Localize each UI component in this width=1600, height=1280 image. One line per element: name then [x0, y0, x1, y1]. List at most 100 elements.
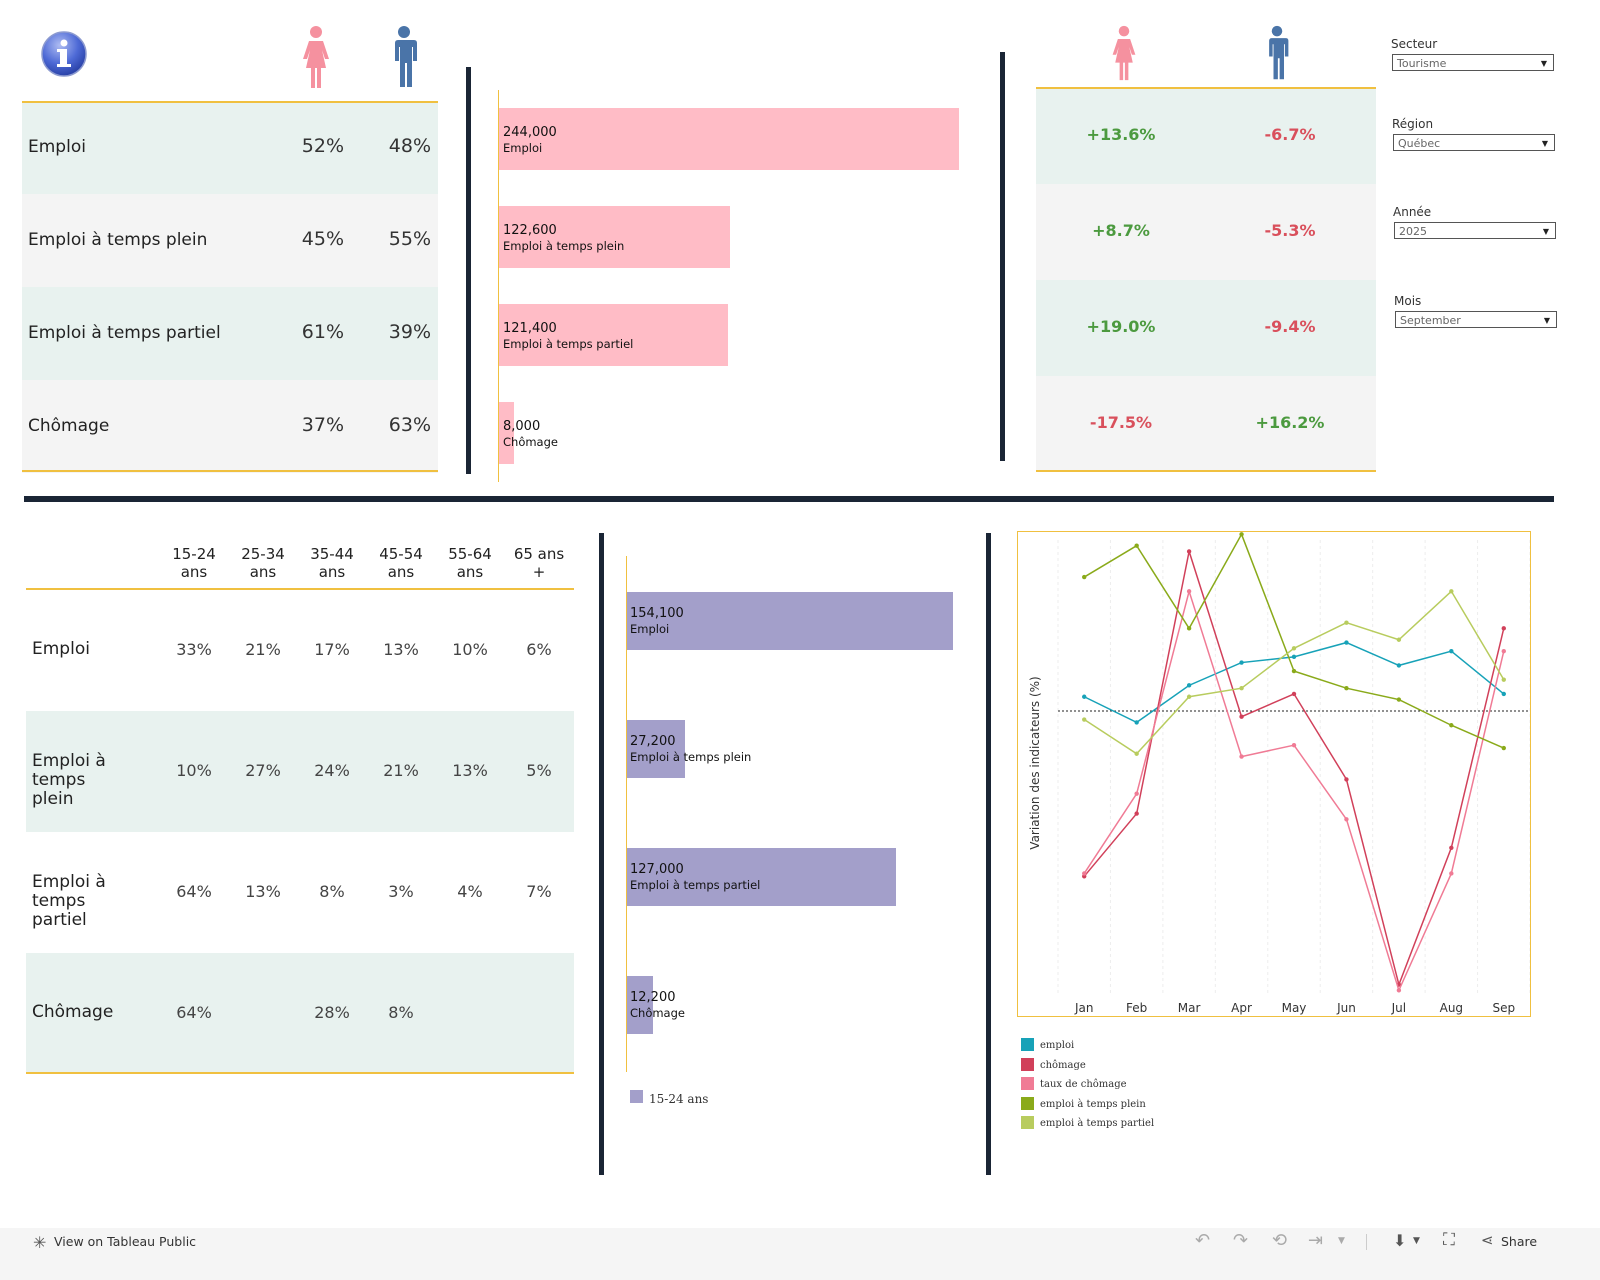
data-point: [1501, 626, 1506, 631]
bar[interactable]: [499, 206, 731, 268]
age-share: 13%: [383, 639, 419, 659]
series-line: [1083, 551, 1505, 988]
divider: [466, 67, 471, 474]
y-axis-label: Variation des indicateurs (%): [1028, 676, 1042, 849]
redo-icon[interactable]: ↷: [1233, 1230, 1249, 1251]
male-person-icon: [388, 25, 420, 89]
age-share: 17%: [314, 639, 350, 659]
legend-swatch: [1021, 1116, 1034, 1130]
share-icon[interactable]: ⋖: [1481, 1231, 1494, 1249]
divider: [1000, 52, 1005, 461]
legend-swatch: [1021, 1057, 1034, 1071]
male-share: 48%: [388, 134, 431, 157]
chevron-down-icon: ▼: [1542, 227, 1549, 236]
legend-label: emploi à temps plein: [1040, 1098, 1146, 1110]
data-point: [1239, 714, 1244, 719]
bar[interactable]: [627, 976, 653, 1034]
data-point: [1186, 626, 1192, 631]
view-on-tableau-link[interactable]: View on Tableau Public: [54, 1234, 197, 1249]
revert-icon[interactable]: ⟲: [1272, 1230, 1288, 1251]
table-row: Emploi à temps partiel 61% 39%: [22, 287, 438, 380]
header-line1: 25-34: [241, 545, 285, 563]
male-change: -5.3%: [1264, 221, 1316, 240]
filter-label: Année: [1393, 205, 1432, 219]
female-person-icon: [300, 25, 332, 89]
bar-value-label: 8,000: [503, 419, 541, 434]
filter-dropdown[interactable]: 2025 ▼: [1394, 222, 1556, 239]
row-label: Emploi: [32, 639, 162, 659]
age-share: 27%: [245, 760, 281, 780]
line-chart: Jan Feb Mar Apr May Jun Jul Aug Sep Variation des…: [1017, 531, 1531, 1017]
filter-label: Région: [1392, 117, 1434, 131]
row-label: Chômage: [28, 415, 110, 436]
row-label: Emploi à temps plein: [32, 750, 162, 809]
filter-dropdown[interactable]: Tourisme ▼: [1392, 54, 1554, 71]
header-line2: ans: [318, 563, 346, 581]
table-row: Emploi 52% 48%: [22, 101, 438, 194]
filter-value: Tourisme: [1397, 57, 1447, 70]
age-table: 15-24 ans 25-34 ans 35-44 ans 45-54 ans 55-64 ans…: [26, 540, 574, 1076]
x-tick-label: Jun: [1336, 1001, 1356, 1015]
toolbar-footer: ✳ View on Tableau Public ↶ ↷ ⟲ ⇥ ▼ ⬇ ▼ ⛶…: [0, 1228, 1600, 1280]
header-line2: ans: [456, 563, 484, 581]
table-row: Emploi 33% 21% 17% 13% 10% 6%: [26, 590, 574, 711]
header-line1: 35-44: [310, 545, 354, 563]
fullscreen-icon[interactable]: ⛶: [1443, 1230, 1455, 1250]
legend-label: emploi: [1040, 1040, 1075, 1051]
data-point: [1501, 648, 1506, 654]
filter-value: 2025: [1399, 225, 1427, 238]
bar[interactable]: [499, 108, 959, 170]
bar-value-label: 12,200: [630, 990, 676, 1005]
bar[interactable]: [627, 848, 896, 906]
filter-dropdown[interactable]: September ▼: [1395, 311, 1557, 328]
bar[interactable]: [499, 304, 728, 366]
bar-category-label: Chômage: [630, 1006, 685, 1020]
age-share: 33%: [176, 639, 212, 659]
table-row: +8.7% -5.3%: [1036, 184, 1376, 280]
data-point: [1291, 646, 1297, 651]
divider: [599, 533, 604, 1175]
data-point: [1449, 648, 1454, 654]
row-label-line1: Chômage: [32, 1001, 114, 1022]
data-point: [1082, 574, 1087, 580]
female-change: +19.0%: [1086, 317, 1156, 336]
chevron-down-icon[interactable]: ▼: [1338, 1236, 1345, 1246]
chevron-down-icon[interactable]: ▼: [1413, 1236, 1420, 1246]
data-point: [1501, 677, 1506, 682]
bar-category-label: Emploi à temps partiel: [630, 878, 761, 892]
undo-icon[interactable]: ↶: [1195, 1230, 1211, 1251]
age-share: 13%: [452, 760, 488, 780]
table-row: +13.6% -6.7%: [1036, 88, 1376, 184]
row-label-line1: Emploi à temps: [32, 750, 106, 790]
download-icon[interactable]: ⬇: [1393, 1231, 1407, 1250]
table-row: Emploi à temps plein 10% 27% 24% 21% 13% 5%: [26, 711, 574, 832]
data-point: [1186, 694, 1192, 699]
tableau-icon: ✳: [33, 1233, 47, 1252]
row-label-line2: partiel: [32, 909, 87, 930]
bar-category-label: Emploi à temps plein: [503, 239, 625, 253]
gender-table: Emploi 52% 48% Emploi à temps plein 45% 55% Em…: [22, 101, 438, 473]
series-line: [1083, 641, 1505, 724]
bar[interactable]: [627, 592, 953, 650]
chevron-down-icon: ▼: [1543, 316, 1550, 325]
change-table: +13.6% -6.7% +8.7% -5.3% +19.0% -9.4% -17.5% +1…: [1036, 88, 1376, 472]
female-change: +8.7%: [1092, 221, 1150, 240]
table-row: +19.0% -9.4%: [1036, 280, 1376, 376]
bar[interactable]: [499, 402, 515, 464]
share-button[interactable]: Share: [1501, 1234, 1538, 1249]
bar[interactable]: [627, 720, 685, 778]
x-tick-label: Mar: [1178, 1001, 1201, 1015]
row-label: Emploi à temps partiel: [32, 872, 162, 930]
age-column-header: 55-64 ans: [435, 545, 505, 581]
refresh-icon[interactable]: ⇥: [1308, 1230, 1324, 1251]
gender-bar-chart: 244,000 Emploi 122,600 Emploi à temps plein…: [498, 90, 978, 482]
male-change: +16.2%: [1255, 413, 1325, 432]
filter-label: Secteur: [1391, 37, 1438, 51]
data-point: [1396, 697, 1402, 702]
row-label: Chômage: [32, 1001, 162, 1022]
info-icon[interactable]: [40, 30, 88, 78]
female-person-icon: [1110, 25, 1138, 81]
age-share: 10%: [176, 760, 212, 780]
filter-dropdown[interactable]: Québec ▼: [1393, 134, 1555, 151]
data-point: [1134, 543, 1139, 548]
